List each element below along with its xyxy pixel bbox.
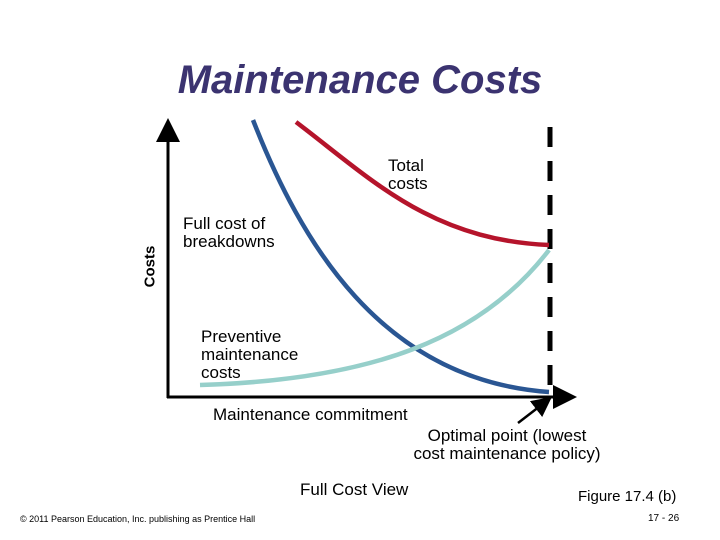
preventive-cost-label-line: maintenance — [201, 345, 299, 364]
figure-caption: Figure 17.4 (b) — [578, 488, 677, 505]
optimal-point-label-line: cost maintenance policy) — [413, 444, 601, 463]
total-cost-curve — [294, 120, 550, 248]
optimal-point-label: Optimal point (lowest cost maintenance p… — [397, 427, 617, 463]
breakdown-cost-label-line: Full cost of — [183, 214, 266, 233]
x-axis-label: Maintenance commitment — [213, 405, 408, 424]
optimal-point-label-line: Optimal point (lowest — [427, 426, 587, 445]
preventive-cost-label-line: Preventive — [201, 327, 282, 346]
page-number: 17 - 26 — [648, 513, 680, 524]
total-costs-label: Total costs — [388, 157, 428, 193]
breakdown-cost-label: Full cost of breakdowns — [183, 215, 275, 251]
breakdown-cost-curve — [250, 119, 550, 395]
preventive-cost-curve — [199, 248, 551, 388]
slide-title: Maintenance Costs — [177, 58, 543, 102]
y-axis-label: Costs — [141, 245, 159, 288]
total-costs-label-line: Total — [388, 156, 424, 175]
preventive-cost-label: Preventive maintenance costs — [201, 328, 298, 382]
copyright-notice: © 2011 Pearson Education, Inc. publishin… — [20, 514, 256, 524]
optimal-pointer-arrow — [517, 396, 552, 424]
view-caption: Full Cost View — [300, 480, 409, 499]
preventive-cost-label-line: costs — [201, 363, 241, 382]
breakdown-cost-label-line: breakdowns — [183, 232, 275, 251]
total-costs-label-line: costs — [388, 174, 428, 193]
